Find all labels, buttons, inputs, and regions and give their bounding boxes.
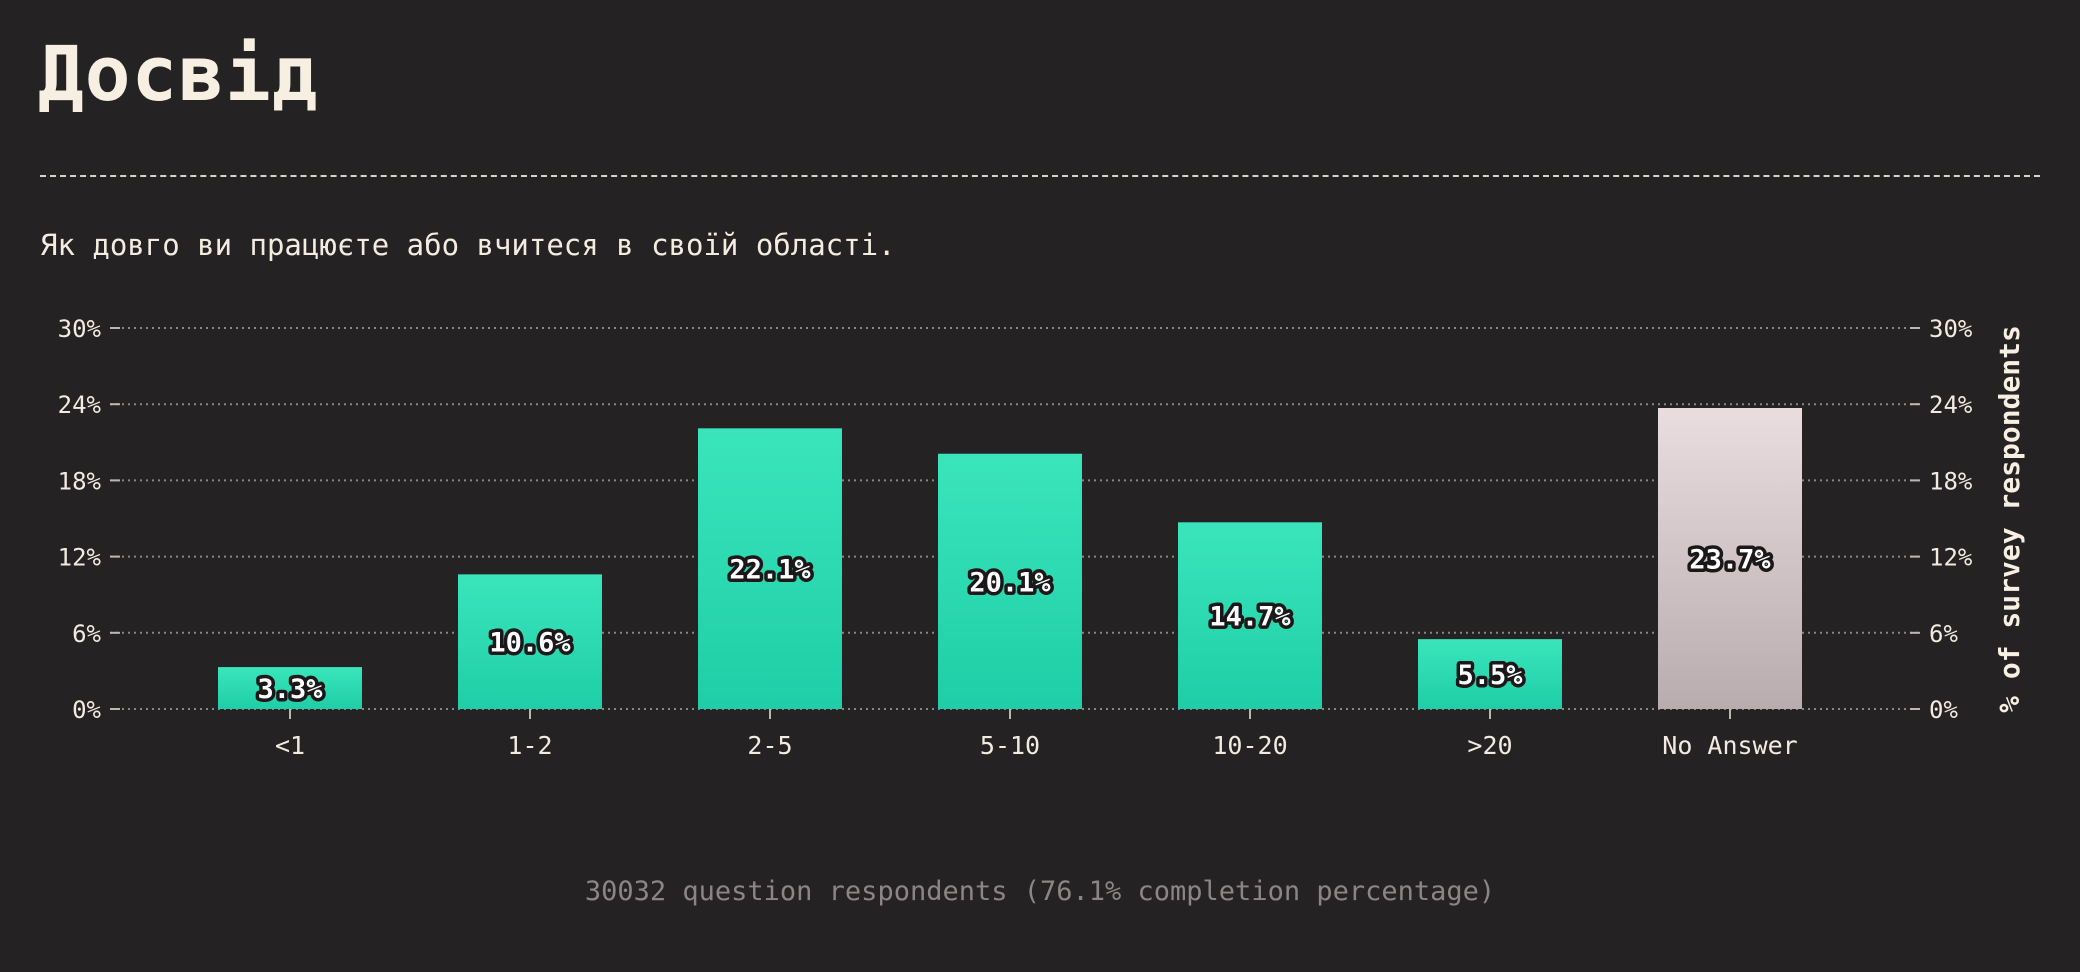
y-tick-label-right: 18% <box>1929 467 1973 495</box>
y-tick-label-right: 30% <box>1929 315 1973 343</box>
respondents-footer: 30032 question respondents (76.1% comple… <box>584 876 1496 907</box>
page-title: Досвід <box>38 29 319 118</box>
x-tick-label: 5-10 <box>980 731 1040 760</box>
x-tick-label: >20 <box>1467 731 1512 760</box>
bar <box>1418 639 1562 709</box>
data-label: 5.5% <box>1457 660 1523 691</box>
x-tick-label: No Answer <box>1662 731 1797 760</box>
bar <box>1658 408 1802 709</box>
y-tick-label-left: 30% <box>58 315 102 343</box>
y-tick-label-left: 6% <box>72 620 101 648</box>
data-label: 22.1% <box>729 555 811 586</box>
bar <box>698 428 842 709</box>
y-tick-label-left: 12% <box>58 544 102 572</box>
y-tick-label-right: 0% <box>1929 696 1958 724</box>
x-tick-label: 2-5 <box>747 731 792 760</box>
data-label: 10.6% <box>489 628 571 659</box>
bar <box>458 574 602 709</box>
data-label: 3.3% <box>257 674 323 705</box>
y-tick-label-left: 0% <box>72 696 101 724</box>
bar <box>938 453 1082 709</box>
bar <box>1178 522 1322 709</box>
y-tick-label-left: 18% <box>58 467 102 495</box>
y-axis-label: % of survey respondents <box>1993 325 2026 713</box>
data-label: 14.7% <box>1209 602 1291 633</box>
x-tick-label: <1 <box>275 731 305 760</box>
title-divider <box>40 175 2040 177</box>
y-tick-label-right: 24% <box>1929 391 1973 419</box>
question-text: Як довго ви працюєте або вчитеся в своїй… <box>40 228 896 262</box>
y-tick-label-right: 6% <box>1929 620 1958 648</box>
x-tick-label: 10-20 <box>1212 731 1287 760</box>
y-tick-label-left: 24% <box>58 391 102 419</box>
x-tick-label: 1-2 <box>507 731 552 760</box>
data-label: 23.7% <box>1689 545 1771 576</box>
bar <box>218 667 362 709</box>
data-label: 20.1% <box>969 567 1051 598</box>
y-tick-label-right: 12% <box>1929 544 1973 572</box>
